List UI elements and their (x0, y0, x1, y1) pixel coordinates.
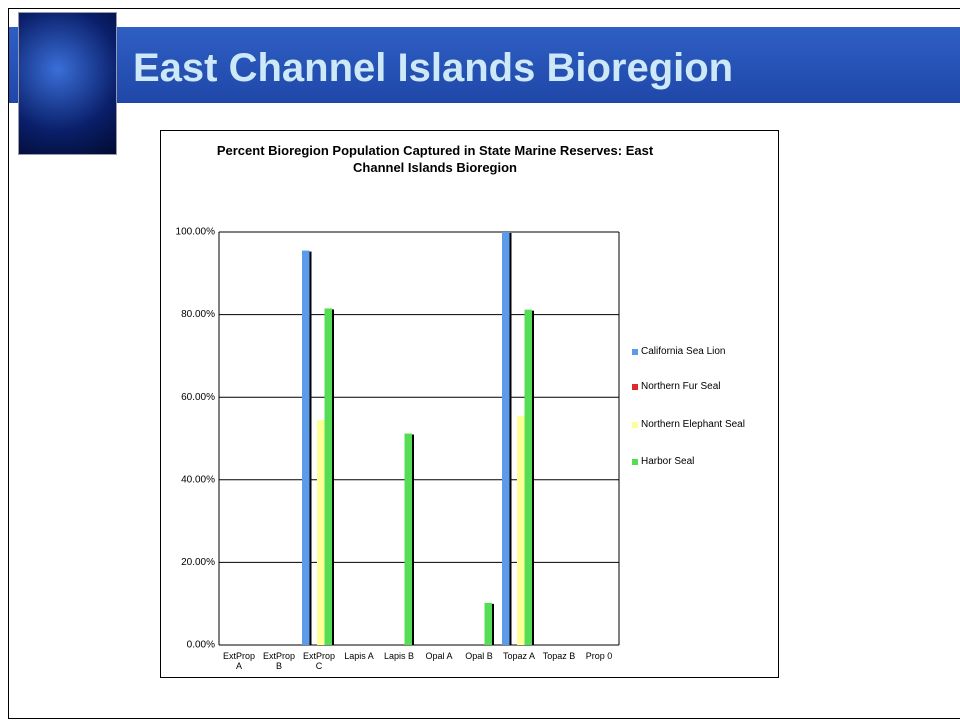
x-tick-label: Opal A (425, 651, 453, 661)
legend-swatch (632, 349, 638, 355)
legend-label: Northern Fur Seal (641, 381, 721, 392)
legend-label: Northern Elephant Seal (641, 419, 745, 430)
bar (317, 419, 325, 645)
bar (524, 309, 532, 645)
bar (502, 232, 510, 645)
x-tick-label: Lapis B (383, 651, 415, 661)
bar (517, 415, 525, 645)
chart-box (160, 130, 779, 678)
y-tick-label: 20.00% (181, 557, 215, 568)
legend-swatch (632, 422, 638, 428)
slide-title: East Channel Islands Bioregion (133, 46, 734, 90)
y-tick-label: 40.00% (181, 474, 215, 485)
bar (302, 250, 310, 645)
slide-border (8, 8, 960, 719)
bar (324, 308, 332, 645)
title-image (18, 12, 117, 155)
x-tick-label: ExtProp B (262, 651, 295, 671)
bar (404, 433, 412, 645)
x-tick-label: Prop 0 (585, 651, 613, 661)
x-tick-label: Opal B (465, 651, 493, 661)
legend-swatch (632, 384, 638, 390)
chart-title: Percent Bioregion Population Captured in… (216, 143, 654, 175)
bar (484, 602, 492, 645)
y-tick-label: 60.00% (181, 392, 215, 403)
x-tick-label: ExtProp C (302, 651, 335, 671)
y-tick-label: 0.00% (187, 640, 215, 651)
x-tick-label: ExtProp A (222, 651, 255, 671)
title-bar (9, 27, 960, 103)
x-tick-label: Topaz A (502, 651, 536, 661)
y-tick-label: 80.00% (181, 309, 215, 320)
x-tick-label: Topaz B (542, 651, 576, 661)
legend-label: California Sea Lion (641, 346, 726, 357)
legend-swatch (632, 459, 638, 465)
legend-label: Harbor Seal (641, 456, 695, 467)
x-tick-label: Lapis A (344, 651, 374, 661)
y-tick-label: 100.00% (176, 227, 216, 238)
